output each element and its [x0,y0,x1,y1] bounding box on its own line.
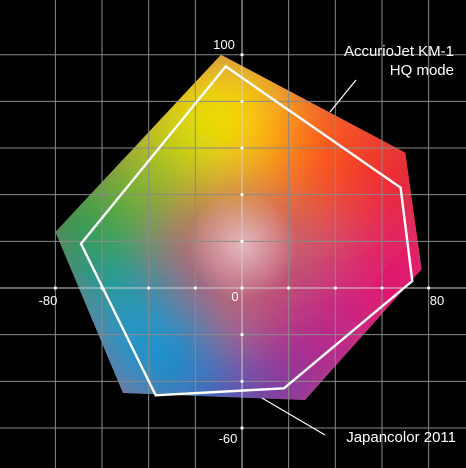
japancolor-2011-outline [79,64,414,397]
axis-tick-dot [240,146,244,150]
km1-label-line-2: HQ mode [390,62,454,79]
axis-tick-dot [240,239,244,243]
tick-label-y-max: 100 [213,37,235,52]
tick-label-y-min: -60 [219,431,238,446]
axis-tick-dot [240,333,244,337]
axis-tick-dot [240,193,244,197]
axis-tick-dot [427,286,431,290]
axis-tick-dot [53,286,57,290]
km1-leader-line [329,79,357,113]
tick-label-x-min: -80 [39,293,58,308]
km1-label-line-1: AccurioJet KM-1 [344,43,454,60]
axis-tick-dot [240,426,244,430]
axis-tick-labels: -80 0 80 100 -60 [39,37,445,446]
axis-tick-dot [147,286,151,290]
axis-tick-dot [240,379,244,383]
tick-label-origin: 0 [231,289,238,304]
axis-tick-dot [193,286,197,290]
japancolor-label: Japancolor 2011 [346,429,456,446]
tick-label-x-max: 80 [430,293,444,308]
axis-tick-dot [287,286,291,290]
axis-tick-dot [240,99,244,103]
axis-tick-dot [240,286,244,290]
japancolor-leader-line [261,397,326,436]
axis-tick-dot [380,286,384,290]
series-labels: AccurioJet KM-1 HQ mode Japancolor 2011 [344,43,456,446]
axis-tick-dot [333,286,337,290]
axis-tick-dot [240,53,244,57]
